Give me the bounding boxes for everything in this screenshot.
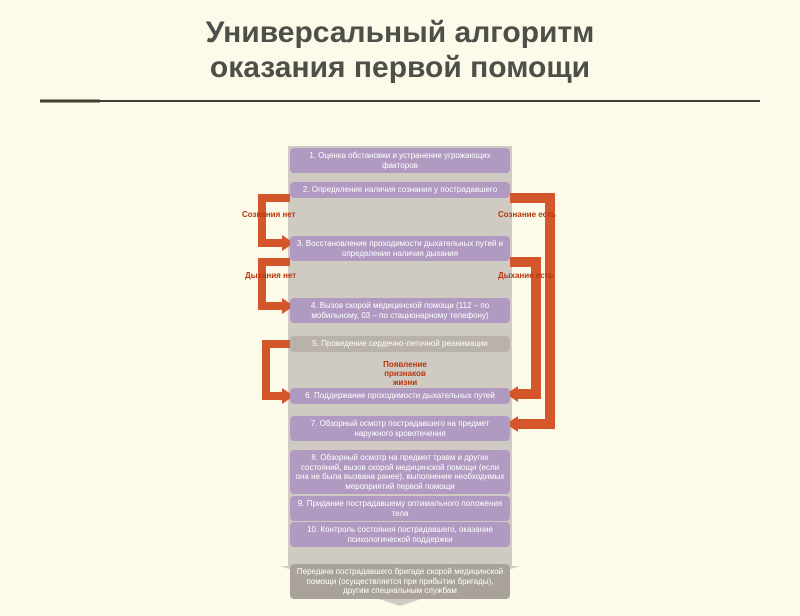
step-s8: 8. Обзорный осмотр на предмет травм и др… — [290, 450, 510, 494]
step-s4: 4. Вызов скорой медицинской помощи (112 … — [290, 298, 510, 323]
step-s5: 5. Проведение сердечно-легочной реанимац… — [290, 336, 510, 352]
step-s1: 1. Оценка обстановки и устранение угрожа… — [290, 148, 510, 173]
rule-line — [40, 100, 760, 102]
step-s10: 10. Контроль состояния пострадавшего, ок… — [290, 522, 510, 547]
slide-title: Универсальный алгоритм оказания первой п… — [0, 16, 800, 85]
step-s7: 7. Обзорный осмотр пострадавшего на пред… — [290, 416, 510, 441]
step-s6: 6. Поддержание проходимости дыхательных … — [290, 388, 510, 404]
title-rule — [0, 99, 800, 103]
tag-no_breath: Дыхания нет — [245, 271, 296, 280]
step-s2: 2. Определение наличия сознания у постра… — [290, 182, 510, 198]
tag-no_conscious: Сознания нет — [242, 210, 296, 219]
flowchart: 1. Оценка обстановки и устранение угрожа… — [250, 146, 550, 606]
title-line-1: Универсальный алгоритм — [206, 16, 595, 49]
fa-has-breath — [506, 262, 536, 402]
step-s3: 3. Восстановление проходимости дыхательн… — [290, 236, 510, 261]
title-line-2: оказания первой помощи — [210, 51, 590, 84]
signs-of-life-label: Появление признаков жизни — [375, 361, 435, 387]
tag-has_conscious: Сознание есть — [498, 210, 556, 219]
step-s11: Передача пострадавшего бригаде скорой ме… — [290, 564, 510, 599]
tag-has_breath: Дыхание есть — [498, 271, 553, 280]
step-s9: 9. Придание пострадавшему оптимального п… — [290, 496, 510, 521]
